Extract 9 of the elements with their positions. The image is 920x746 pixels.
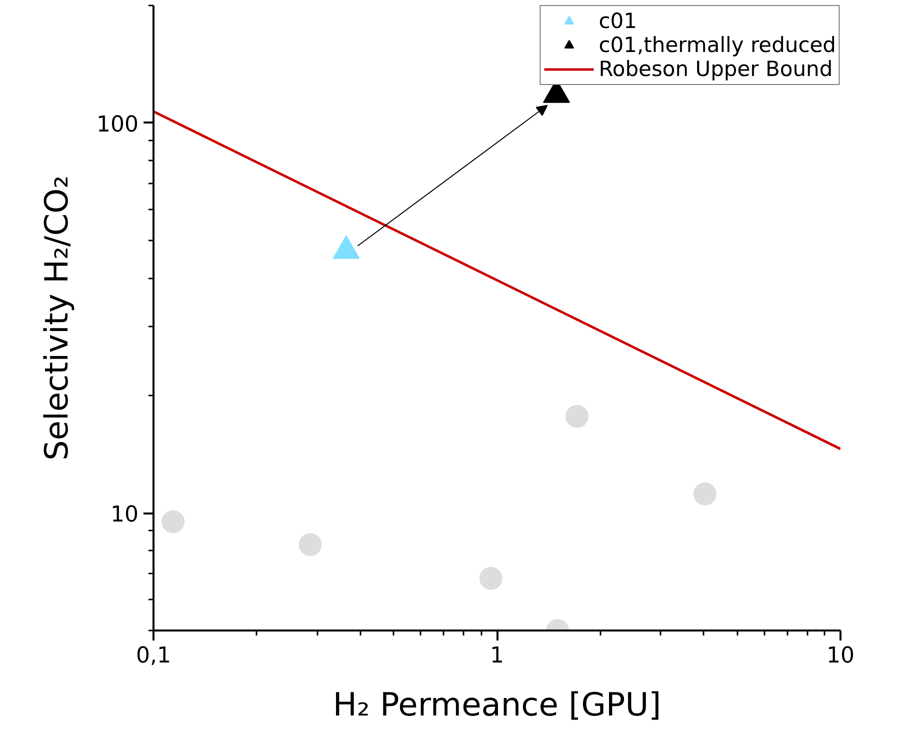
legend-label: c01	[598, 9, 637, 33]
x-tick-label: 0,1	[136, 644, 172, 668]
legend-label: Robeson Upper Bound	[598, 57, 833, 81]
y-axis-title: Selectivity H₂/CO₂	[38, 175, 76, 461]
x-axis-title: H₂ Permeance [GPU]	[332, 686, 662, 724]
y-tick-label: 100	[96, 112, 139, 138]
x-tick-label: 1	[490, 644, 504, 668]
x-tick-label: 10	[826, 644, 855, 668]
legend-label: c01,thermally reduced	[598, 33, 836, 57]
